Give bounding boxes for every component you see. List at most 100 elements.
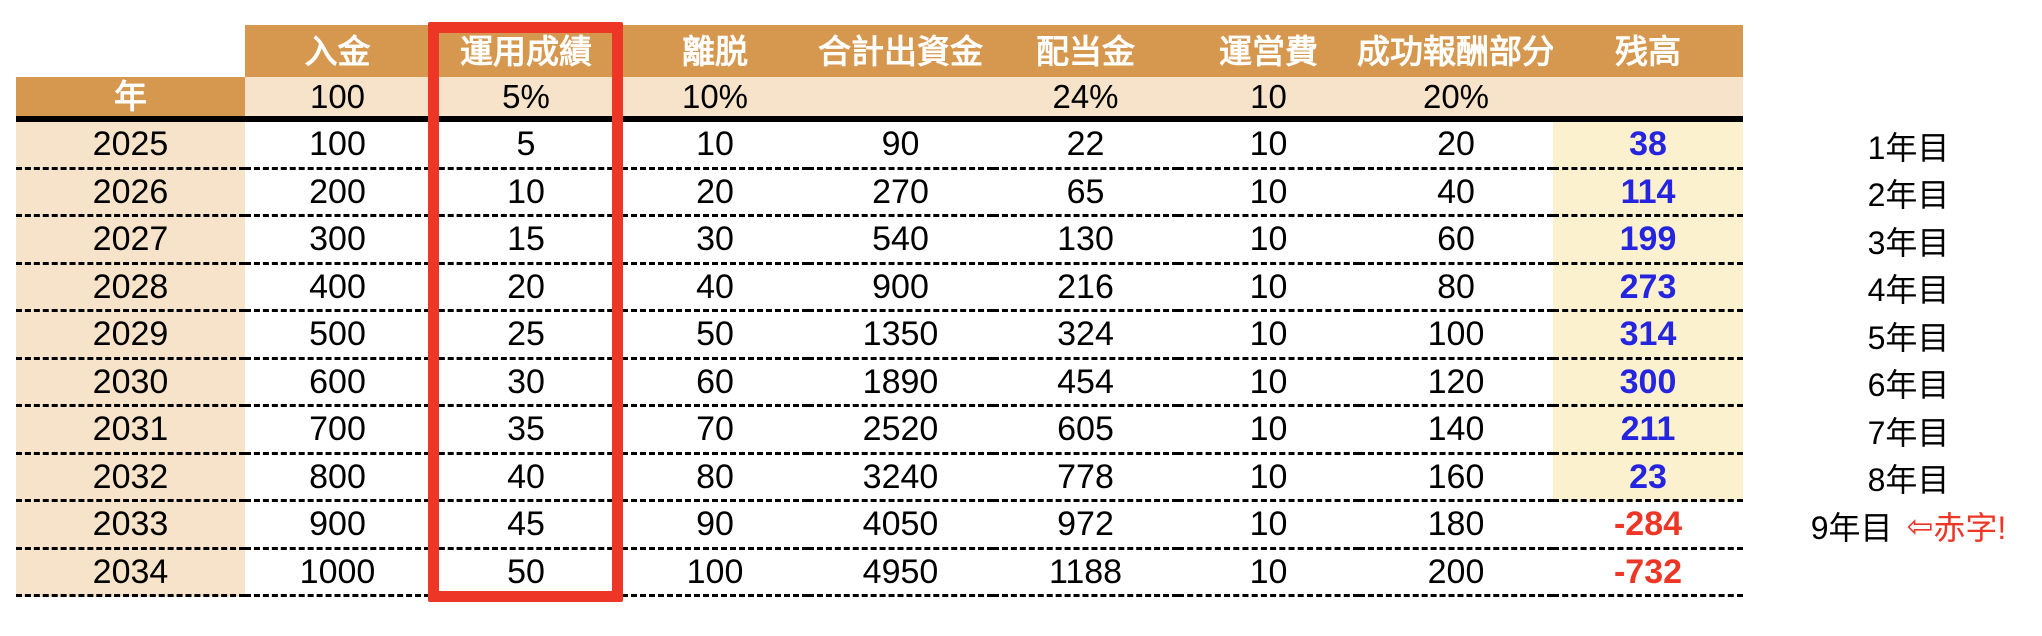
year-note-label: 1年目 [1867, 129, 1950, 166]
row-header-year: 年 [16, 77, 245, 122]
row-note: 9年目 ⇦ 赤字! [1775, 502, 2042, 550]
total-contribution-cell: 1350 [808, 312, 993, 360]
param-dividend: 24% [993, 77, 1178, 122]
dividend-cell: 778 [993, 455, 1178, 502]
param-deposit: 100 [245, 77, 430, 122]
exit-cell: 80 [622, 455, 808, 502]
year-cell: 2031 [16, 407, 245, 455]
performance-cell: 10 [430, 170, 622, 217]
dividend-cell: 1188 [993, 550, 1178, 597]
success-fee-cell: 160 [1359, 455, 1553, 502]
year-note-label: 2年目 [1867, 177, 1950, 214]
success-fee-cell: 100 [1359, 312, 1553, 360]
row-note: 6年目 [1775, 360, 2042, 408]
performance-cell: 5 [430, 122, 622, 170]
total-contribution-cell: 4050 [808, 502, 993, 550]
total-contribution-cell: 270 [808, 170, 993, 217]
dividend-cell: 972 [993, 502, 1178, 550]
total-contribution-cell: 1890 [808, 360, 993, 407]
success-fee-cell: 80 [1359, 265, 1553, 312]
operating-cost-cell: 10 [1178, 502, 1359, 550]
row-note [1775, 550, 2042, 598]
exit-cell: 60 [622, 360, 808, 407]
exit-cell: 50 [622, 312, 808, 360]
deposit-cell: 800 [245, 455, 430, 502]
col-header-total-contribution: 合計出資金 [808, 25, 993, 77]
col-header-dividend: 配当金 [993, 25, 1178, 77]
year-notes-column: 1年目 2年目 3年目 4年目 5年目 6年目 7年目 8年目 9年目 ⇦ 赤字… [1775, 122, 2042, 597]
row-note: 5年目 [1775, 312, 2042, 360]
deposit-cell: 200 [245, 170, 430, 217]
fund-table: 入金 運用成績 離脱 合計出資金 配当金 運営費 成功報酬部分 残高 年 100… [16, 25, 1743, 597]
dividend-cell: 454 [993, 360, 1178, 407]
operating-cost-cell: 10 [1178, 312, 1359, 360]
success-fee-cell: 40 [1359, 170, 1553, 217]
balance-cell: 211 [1553, 407, 1743, 455]
operating-cost-cell: 10 [1178, 265, 1359, 312]
total-contribution-cell: 2520 [808, 407, 993, 455]
operating-cost-cell: 10 [1178, 360, 1359, 407]
total-contribution-cell: 900 [808, 265, 993, 312]
exit-cell: 30 [622, 217, 808, 265]
operating-cost-cell: 10 [1178, 170, 1359, 217]
col-header-balance: 残高 [1553, 25, 1743, 77]
year-cell: 2029 [16, 312, 245, 360]
balance-cell: -284 [1553, 502, 1743, 550]
exit-cell: 20 [622, 170, 808, 217]
col-header-operating-cost: 運営費 [1178, 25, 1359, 77]
success-fee-cell: 20 [1359, 122, 1553, 170]
year-cell: 2030 [16, 359, 245, 407]
success-fee-cell: 200 [1359, 550, 1553, 597]
year-cell: 2034 [16, 549, 245, 597]
exit-cell: 70 [622, 407, 808, 455]
balance-cell: 300 [1553, 359, 1743, 407]
year-note-label: 3年目 [1867, 224, 1950, 261]
deposit-cell: 400 [245, 265, 430, 312]
total-contribution-cell: 90 [808, 122, 993, 170]
deposit-cell: 100 [245, 122, 430, 170]
param-performance: 5% [430, 77, 622, 122]
year-note-label: 6年目 [1867, 367, 1950, 404]
deposit-cell: 900 [245, 502, 430, 550]
balance-cell: 314 [1553, 312, 1743, 360]
year-cell: 2026 [16, 169, 245, 217]
operating-cost-cell: 10 [1178, 455, 1359, 502]
performance-cell: 25 [430, 312, 622, 360]
total-contribution-cell: 3240 [808, 455, 993, 502]
deficit-warning-text: 赤字! [1933, 509, 2007, 546]
performance-cell: 15 [430, 217, 622, 265]
row-note: 7年目 [1775, 407, 2042, 455]
param-exit: 10% [622, 77, 808, 122]
corner-blank [16, 25, 245, 77]
col-header-exit: 離脱 [622, 25, 808, 77]
dividend-cell: 65 [993, 170, 1178, 217]
deposit-cell: 600 [245, 360, 430, 407]
year-note-label: 9年目 [1810, 509, 1893, 546]
balance-cell: 23 [1553, 454, 1743, 502]
deposit-cell: 1000 [245, 550, 430, 597]
performance-cell: 20 [430, 265, 622, 312]
balance-cell: 273 [1553, 264, 1743, 312]
dividend-cell: 605 [993, 407, 1178, 455]
exit-cell: 90 [622, 502, 808, 550]
dividend-cell: 216 [993, 265, 1178, 312]
operating-cost-cell: 10 [1178, 122, 1359, 170]
year-cell: 2033 [16, 502, 245, 550]
row-note: 1年目 [1775, 122, 2042, 170]
left-arrow-icon: ⇦ [1906, 507, 1934, 544]
row-note: 8年目 [1775, 455, 2042, 503]
deposit-cell: 300 [245, 217, 430, 265]
year-note-label: 8年目 [1867, 462, 1950, 499]
year-cell: 2028 [16, 264, 245, 312]
balance-cell: 38 [1553, 122, 1743, 170]
total-contribution-cell: 540 [808, 217, 993, 265]
dividend-cell: 22 [993, 122, 1178, 170]
param-success-fee: 20% [1359, 77, 1553, 122]
col-header-success-fee: 成功報酬部分 [1357, 25, 1555, 77]
performance-cell: 40 [430, 455, 622, 502]
param-operating-cost: 10 [1178, 77, 1359, 122]
row-note: 3年目 [1775, 217, 2042, 265]
year-cell: 2025 [16, 122, 245, 170]
dividend-cell: 324 [993, 312, 1178, 360]
